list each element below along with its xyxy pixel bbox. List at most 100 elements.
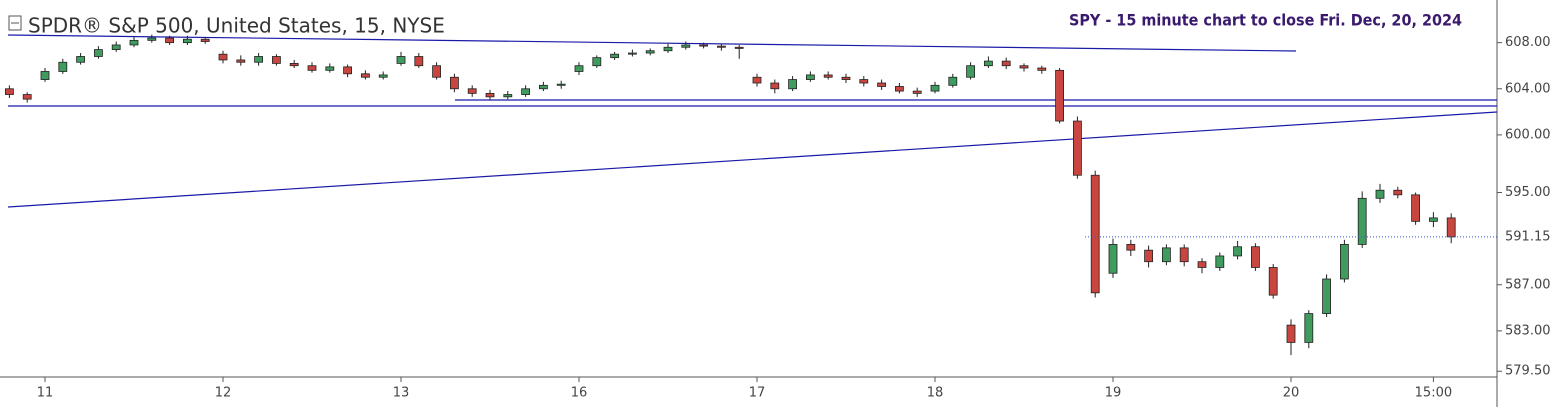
candle-body: [681, 44, 691, 48]
candle-body: [5, 88, 14, 95]
candle-body: [76, 56, 85, 63]
candle-body: [1090, 174, 1100, 294]
candle-body: [165, 37, 175, 44]
candle-body: [467, 88, 477, 94]
candle-body: [1215, 255, 1225, 268]
candle-body: [325, 66, 335, 71]
x-tick-label: 11: [37, 386, 54, 401]
y-tick-label: 600.00: [1505, 127, 1551, 142]
candle-body: [734, 46, 744, 49]
x-tick-label: 17: [749, 386, 766, 401]
candle-body: [111, 44, 121, 50]
candle-body: [628, 52, 637, 55]
candle-body: [823, 74, 833, 78]
candle-body: [271, 56, 281, 64]
x-tick-label: 15:00: [1415, 386, 1452, 401]
last-price-box: [1498, 226, 1564, 247]
x-tick-label: 19: [1105, 386, 1122, 401]
candle-body: [1304, 313, 1314, 343]
candle-body: [752, 76, 762, 84]
candle-body: [236, 59, 246, 63]
candle-body: [1001, 60, 1011, 67]
x-tick-label: 12: [215, 386, 232, 401]
candle-body: [592, 57, 602, 67]
candle-body: [948, 76, 958, 86]
candle-body: [1179, 247, 1189, 263]
candle-body: [1126, 244, 1136, 251]
y-tick-label: 583.00: [1505, 323, 1551, 338]
chart-title: SPDR® S&P 500, United States, 15, NYSE: [28, 14, 445, 38]
candle-body: [414, 56, 424, 67]
candle-body: [1055, 69, 1064, 122]
candle-body: [378, 74, 388, 78]
trend-line: [7, 34, 1297, 52]
candle-body: [147, 37, 157, 41]
y-tick-label: 579.50: [1505, 364, 1551, 379]
candle-body: [1073, 120, 1082, 176]
candle-body: [645, 50, 655, 54]
candle-body: [1197, 261, 1207, 268]
candle-body: [1393, 189, 1403, 196]
candle-body: [877, 82, 886, 87]
last-price-label: 591.15: [1505, 229, 1551, 244]
candle-body: [360, 73, 370, 78]
candle-body: [521, 88, 530, 95]
y-tick-label: 604.00: [1505, 81, 1551, 96]
candle-body: [610, 53, 619, 59]
candle-body: [343, 66, 353, 75]
candle-body: [1375, 189, 1385, 199]
candle-body: [503, 94, 513, 98]
candle-body: [788, 79, 797, 90]
candle-body: [1108, 244, 1118, 274]
candle-body: [912, 90, 922, 94]
candle-body: [1446, 217, 1456, 238]
candle-body: [539, 84, 548, 90]
candle-body: [40, 71, 50, 80]
candle-body: [1037, 67, 1047, 71]
candle-body: [58, 61, 68, 72]
candle-body: [859, 79, 869, 84]
candle-body: [1251, 246, 1260, 268]
candle-body: [254, 56, 264, 63]
annotation: SPY - 15 minute chart to close Fri. Dec,…: [1069, 11, 1462, 30]
y-tick-label: 595.00: [1505, 185, 1551, 200]
candle-body: [1286, 324, 1296, 343]
candle-body: [129, 39, 139, 46]
candle-body: [1162, 247, 1171, 263]
candle-body: [556, 83, 566, 86]
y-tick-label: 608.00: [1505, 35, 1551, 50]
candle-body: [663, 46, 673, 52]
candle-body: [94, 49, 103, 57]
candle-body: [1340, 244, 1349, 280]
x-tick-label: 16: [571, 386, 588, 401]
candle-body: [200, 38, 210, 42]
candle-body: [432, 65, 442, 78]
candle-body: [289, 63, 299, 67]
candle-body: [218, 53, 228, 61]
x-tick-label: 20: [1283, 386, 1300, 401]
candle-body: [1019, 65, 1029, 69]
trend-line: [7, 111, 1498, 208]
candle-body: [770, 82, 780, 90]
candle-body: [182, 38, 192, 44]
candle-body: [1411, 194, 1420, 222]
candle-body: [485, 92, 495, 98]
candle-body: [1268, 267, 1278, 296]
candle-body: [22, 94, 32, 100]
candle-body: [984, 60, 993, 67]
candle-body: [699, 44, 708, 47]
candle-body: [966, 65, 975, 78]
candle-body: [895, 86, 904, 92]
candle-body: [1322, 278, 1331, 314]
candle-body: [1233, 246, 1242, 257]
x-tick-label: 13: [393, 386, 410, 401]
legend-icon[interactable]: [8, 15, 22, 31]
candle-body: [806, 74, 815, 80]
candle-body: [1429, 217, 1438, 222]
candle-body: [307, 65, 317, 71]
candle-body: [574, 65, 584, 72]
candle-body: [717, 45, 726, 48]
